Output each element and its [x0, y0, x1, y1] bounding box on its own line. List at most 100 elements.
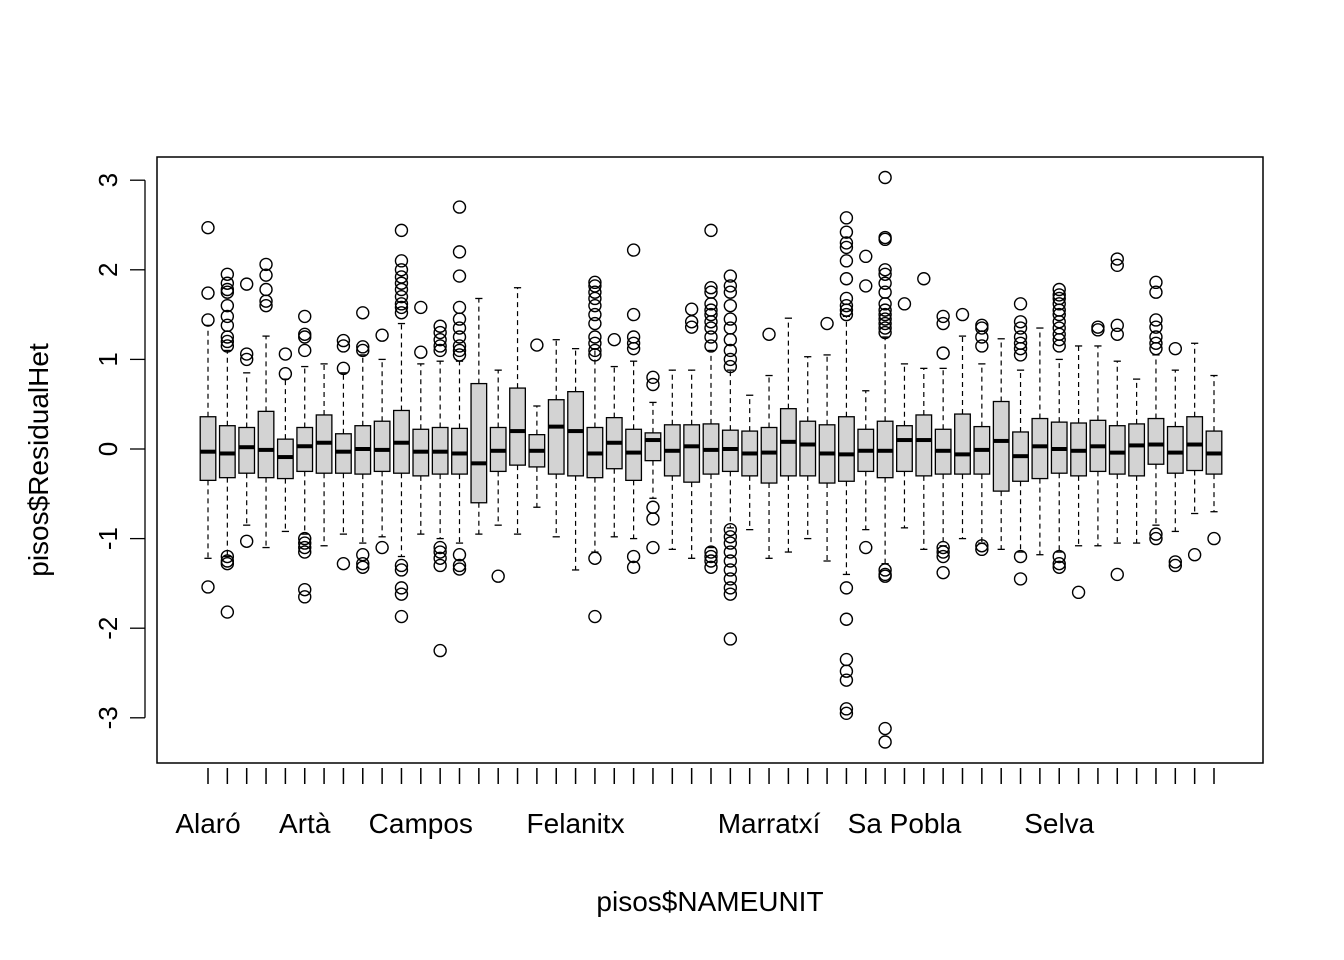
outlier-point — [433, 545, 447, 559]
box-50 — [1147, 275, 1165, 546]
outlier-point — [220, 309, 235, 324]
outlier-point — [259, 268, 273, 282]
outlier-point — [839, 706, 854, 721]
outlier-point — [878, 563, 892, 577]
y-tick-label: -1 — [93, 527, 123, 550]
outlier-point — [394, 289, 409, 304]
outlier-point — [1149, 320, 1163, 334]
box-40 — [954, 307, 971, 540]
outlier-point — [1149, 341, 1163, 356]
outlier-point — [723, 522, 738, 537]
outlier-point — [433, 325, 447, 340]
box-45 — [1050, 282, 1068, 574]
outlier-point — [1052, 307, 1066, 322]
outlier-point — [1149, 336, 1163, 350]
box-19 — [547, 339, 565, 538]
box-23 — [625, 243, 643, 574]
outlier-point — [723, 536, 738, 550]
outlier-point — [1168, 341, 1183, 356]
outlier-point — [839, 254, 854, 268]
box-31 — [779, 317, 797, 553]
outlier-point — [1052, 282, 1066, 297]
box-36 — [876, 170, 894, 749]
box-18 — [528, 338, 546, 508]
box-24 — [644, 370, 662, 555]
outlier-point — [839, 298, 854, 313]
box-10 — [373, 328, 391, 555]
outlier-point — [1149, 275, 1163, 290]
outlier-point — [356, 343, 370, 358]
outlier-point — [1149, 527, 1163, 541]
box-3 — [238, 277, 256, 548]
box-37 — [896, 297, 913, 529]
box-body — [1147, 417, 1165, 465]
box-body — [238, 426, 256, 474]
plot-frame — [156, 156, 1264, 764]
box-17 — [509, 287, 526, 535]
outlier-point — [394, 297, 409, 311]
outlier-point — [259, 282, 273, 297]
box-2 — [218, 267, 236, 619]
outlier-point — [704, 554, 718, 568]
outlier-point — [1013, 341, 1028, 356]
box-body — [199, 416, 217, 482]
box-body — [837, 416, 855, 482]
outlier-point — [336, 556, 351, 571]
outlier-point — [394, 306, 409, 320]
outlier-point — [878, 721, 892, 736]
outlier-point — [452, 330, 467, 344]
outlier-point — [530, 338, 544, 352]
outlier-point — [878, 297, 892, 311]
outlier-point — [723, 359, 738, 374]
outlier-point — [394, 609, 409, 624]
outlier-point — [336, 361, 351, 376]
outlier-point — [259, 298, 273, 313]
outlier-point — [936, 545, 950, 559]
outlier-point — [704, 339, 718, 353]
outlier-point — [723, 587, 738, 601]
box-body — [992, 400, 1010, 492]
box-15 — [470, 297, 488, 535]
outlier-point — [588, 343, 602, 358]
box-body — [644, 432, 662, 462]
outlier-point — [839, 272, 854, 286]
box-body — [567, 391, 585, 477]
outlier-point — [336, 333, 351, 348]
outlier-point — [917, 272, 931, 286]
box-1 — [199, 220, 217, 594]
y-axis-label: pisos$ResidualHet — [23, 343, 54, 577]
outlier-point — [704, 223, 718, 238]
x-tick-label: Sa Pobla — [848, 808, 962, 839]
outlier-point — [298, 309, 312, 324]
box-body — [1128, 423, 1146, 477]
outlier-point — [607, 332, 621, 347]
box-body — [896, 425, 913, 473]
outlier-point — [878, 263, 892, 277]
outlier-point — [704, 307, 718, 322]
outlier-point — [588, 609, 602, 624]
outlier-point — [1110, 258, 1124, 273]
x-tick-label: Felanitx — [527, 808, 625, 839]
y-tick-label: -3 — [93, 706, 123, 729]
box-26 — [683, 302, 701, 559]
outlier-point — [452, 300, 467, 315]
outlier-point — [452, 348, 467, 362]
box-35 — [857, 249, 875, 555]
outlier-point — [452, 562, 467, 576]
box-43 — [1012, 297, 1029, 586]
outlier-point — [704, 321, 718, 335]
outlier-point — [433, 558, 447, 573]
outlier-point — [878, 569, 892, 583]
outlier-point — [975, 321, 989, 335]
x-tick-label: Artà — [279, 808, 331, 839]
box-44 — [1031, 327, 1049, 556]
x-tick-label: Campos — [369, 808, 473, 839]
outlier-point — [878, 285, 892, 299]
outlier-point — [723, 298, 738, 313]
x-tick-label: Alaró — [175, 808, 240, 839]
outlier-point — [220, 549, 235, 564]
outlier-point — [975, 542, 989, 557]
box-21 — [586, 275, 604, 624]
y-tick-label: 2 — [93, 263, 123, 277]
